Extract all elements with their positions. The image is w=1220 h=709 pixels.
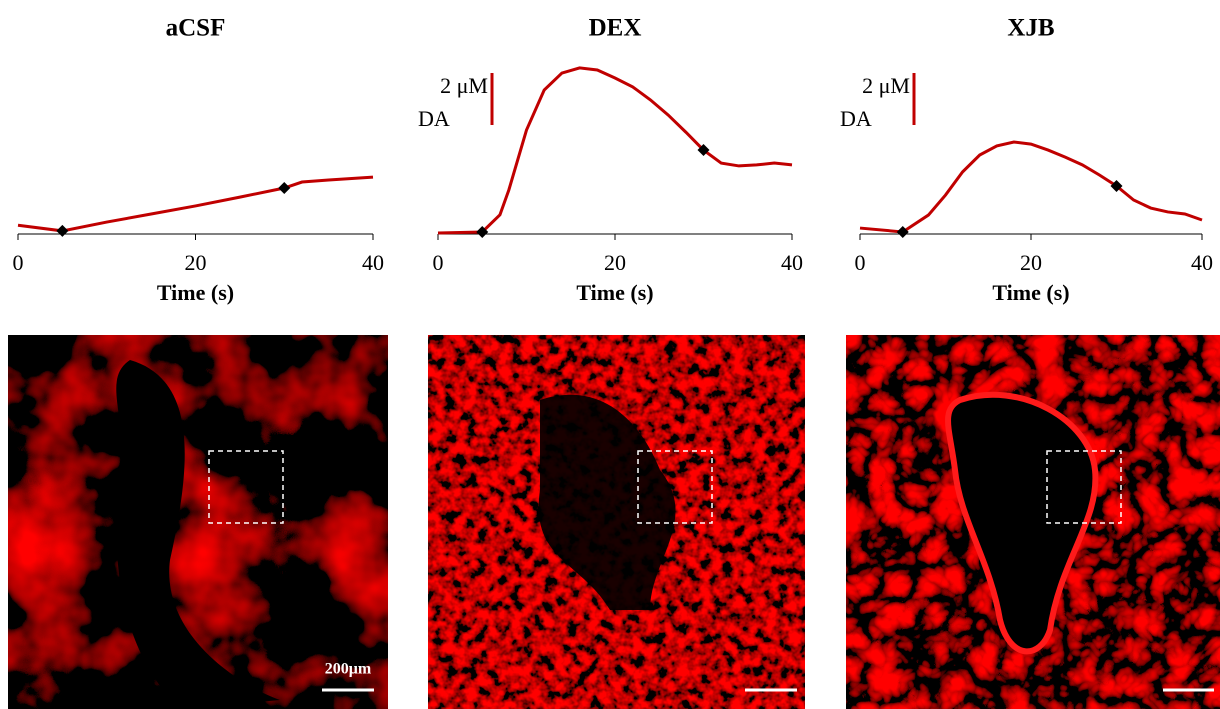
scale-bar-annotation: DA: [418, 106, 450, 131]
scale-bar-annotation: DA: [840, 106, 872, 131]
x-tick-label: 40: [1191, 250, 1213, 275]
data-line: [860, 142, 1202, 232]
x-tick-label: 40: [362, 250, 384, 275]
x-axis-label: Time (s): [576, 280, 653, 305]
x-tick-label: 0: [13, 250, 24, 275]
x-tick-label: 20: [1020, 250, 1042, 275]
marker: [56, 225, 68, 237]
micrograph-XJB: [846, 335, 1220, 709]
x-tick-label: 0: [433, 250, 444, 275]
figure: 200μm aCSF 0 20 40 Time (s) DEX 0 20 40 Time (s) 2…: [0, 0, 1220, 709]
scale-bar-label: 2 μM: [440, 73, 488, 98]
micrograph-aCSF: [8, 335, 388, 709]
x-tick-label: 0: [855, 250, 866, 275]
data-line: [18, 177, 373, 231]
x-axis-label: Time (s): [992, 280, 1069, 305]
chart-title: aCSF: [166, 15, 226, 42]
marker: [278, 182, 290, 194]
chart-title: DEX: [589, 15, 642, 42]
x-tick-label: 20: [185, 250, 207, 275]
x-tick-label: 40: [781, 250, 803, 275]
chart-title: XJB: [1007, 15, 1054, 42]
micrograph-DEX: [428, 335, 805, 709]
scale-bar-label: 2 μM: [862, 73, 910, 98]
x-axis-label: Time (s): [157, 280, 234, 305]
scale-bar-label: 200μm: [325, 661, 372, 678]
x-tick-label: 20: [604, 250, 626, 275]
